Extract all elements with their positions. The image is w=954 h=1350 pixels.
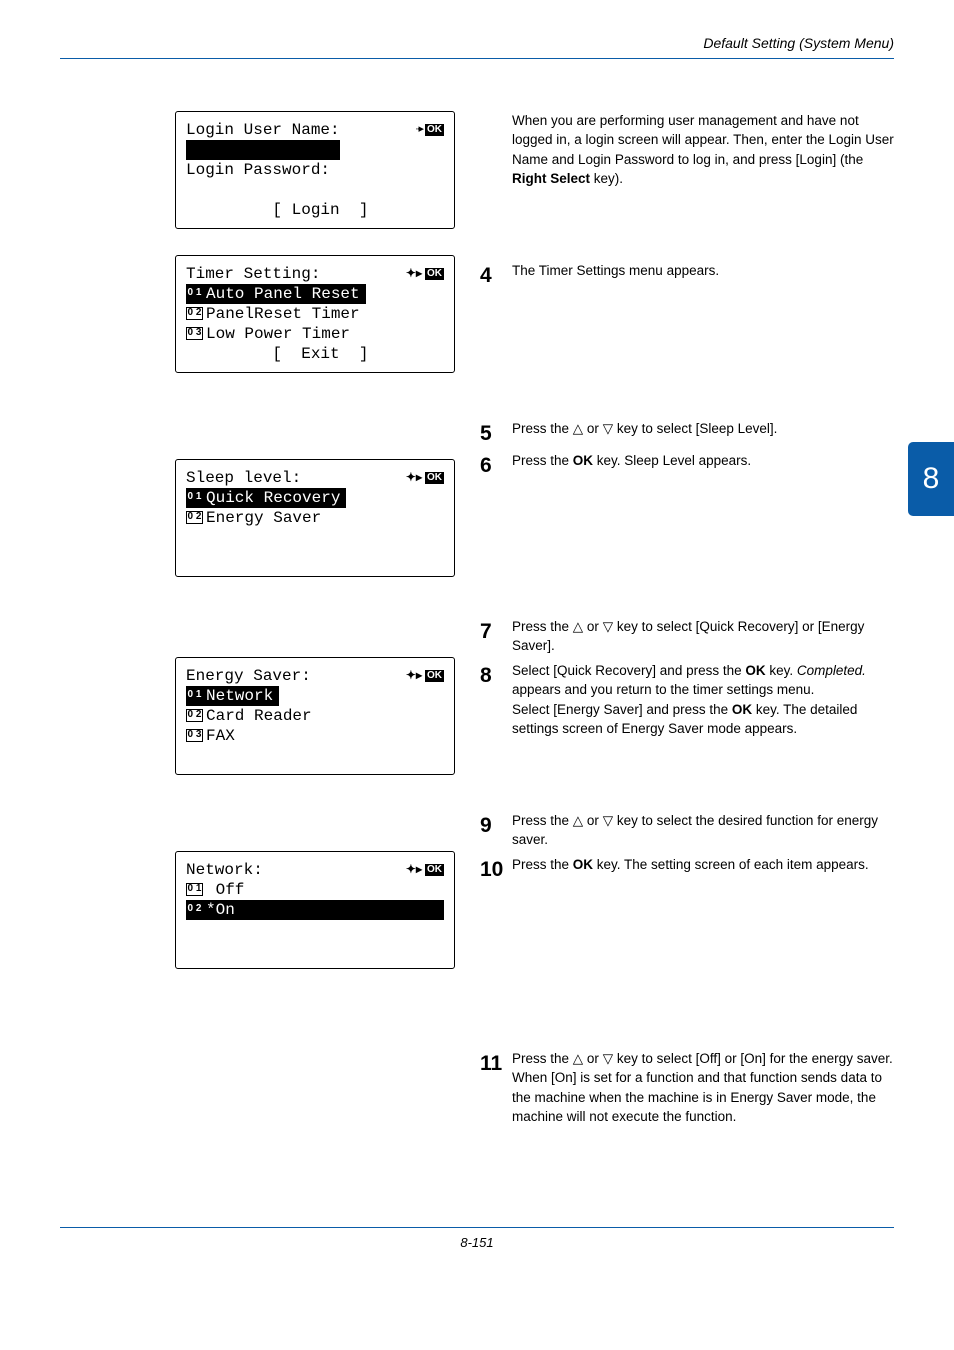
- instruction-block: 8Select [Quick Recovery] and press the O…: [480, 661, 900, 749]
- lcd-menu-item: 0 3FAX: [186, 726, 444, 746]
- lcd-network: Network: ✦▸ OK 0 1 Off0 2*On: [175, 851, 455, 969]
- chapter-number: 8: [923, 458, 940, 500]
- lcd-menu-item: 0 1Network: [186, 686, 444, 706]
- lcd-menu-item: 0 1Auto Panel Reset: [186, 284, 444, 304]
- nav-arrows-icon: ✦▸: [406, 668, 422, 683]
- lcd-energy: Energy Saver: ✦▸ OK 0 1Network0 2Card Re…: [175, 657, 455, 775]
- page-footer: 8-151: [60, 1227, 894, 1252]
- step-number: 4: [480, 261, 512, 290]
- lcd-menu-item: 0 2PanelReset Timer: [186, 304, 444, 324]
- instruction-block: 6Press the OK key. Sleep Level appears.: [480, 451, 900, 490]
- item-label: PanelReset Timer: [206, 304, 360, 324]
- item-label: Energy Saver: [206, 508, 321, 528]
- step-text: Press the △ or ▽ key to select [Off] or …: [512, 1049, 900, 1127]
- step-text: Press the △ or ▽ key to select [Quick Re…: [512, 617, 900, 656]
- item-number-icon: 0 2: [186, 709, 203, 722]
- item-label: Low Power Timer: [206, 324, 350, 344]
- lcd-energy-title: Energy Saver:: [186, 666, 311, 686]
- instruction-block: 7Press the △ or ▽ key to select [Quick R…: [480, 617, 900, 666]
- item-number-icon: 0 3: [186, 327, 203, 340]
- lcd-timer-title: Timer Setting:: [186, 264, 320, 284]
- item-number-icon: 0 2: [186, 903, 203, 916]
- item-number-icon: 0 1: [186, 689, 203, 702]
- item-number-icon: 0 1: [186, 491, 203, 504]
- step-number: 6: [480, 451, 512, 480]
- step-text: Press the △ or ▽ key to select the desir…: [512, 811, 900, 850]
- item-label: Network: [206, 686, 273, 706]
- step-number: 7: [480, 617, 512, 656]
- instruction-block: 11Press the △ or ▽ key to select [Off] o…: [480, 1049, 900, 1137]
- page-number: 8-151: [460, 1235, 493, 1250]
- lcd-login: Login User Name: ··▸ OK Login Password: …: [175, 111, 455, 229]
- item-number-icon: 0 2: [186, 307, 203, 320]
- cursor-icon: ··▸: [415, 123, 422, 137]
- lcd-login-pw: Login Password:: [186, 160, 330, 180]
- ok-icon: OK: [425, 268, 444, 280]
- header-title: Default Setting (System Menu): [60, 34, 894, 54]
- nav-arrows-icon: ✦▸: [406, 266, 422, 281]
- instruction-block: 10Press the OK key. The setting screen o…: [480, 855, 900, 894]
- lcd-login-title: Login User Name:: [186, 120, 340, 140]
- instruction-block: 9Press the △ or ▽ key to select the desi…: [480, 811, 900, 860]
- lcd-menu-item: 0 1 Off: [186, 880, 444, 900]
- step-text: Press the OK key. The setting screen of …: [512, 855, 900, 884]
- step-number: 11: [480, 1049, 512, 1127]
- item-number-icon: 0 1: [186, 287, 203, 300]
- step-text: When you are performing user management …: [512, 111, 900, 189]
- lcd-network-title: Network:: [186, 860, 263, 880]
- lcd-menu-item: 0 2Card Reader: [186, 706, 444, 726]
- item-number-icon: 0 2: [186, 511, 203, 524]
- item-number-icon: 0 3: [186, 729, 203, 742]
- item-label: Card Reader: [206, 706, 312, 726]
- lcd-login-foot: [ Login ]: [186, 200, 368, 220]
- step-text: Select [Quick Recovery] and press the OK…: [512, 661, 900, 739]
- lcd-sleep-title: Sleep level:: [186, 468, 301, 488]
- item-label: Auto Panel Reset: [206, 284, 360, 304]
- item-label: Off: [206, 880, 244, 900]
- lcd-menu-item: 0 2*On: [186, 900, 444, 920]
- lcd-timer-foot: [ Exit ]: [186, 344, 368, 364]
- lcd-menu-item: 0 1Quick Recovery: [186, 488, 444, 508]
- lcd-sleep: Sleep level: ✦▸ OK 0 1Quick Recovery0 2E…: [175, 459, 455, 577]
- item-number-icon: 0 1: [186, 883, 203, 896]
- step-number: 5: [480, 419, 512, 448]
- item-label: *On: [206, 900, 235, 920]
- ok-icon: OK: [425, 670, 444, 682]
- nav-arrows-icon: ✦▸: [406, 862, 422, 877]
- lcd-menu-item: 0 3Low Power Timer: [186, 324, 444, 344]
- item-label: FAX: [206, 726, 235, 746]
- instruction-block: 4The Timer Settings menu appears.: [480, 261, 900, 300]
- step-text: Press the △ or ▽ key to select [Sleep Le…: [512, 419, 900, 448]
- login-input-bar: [186, 140, 340, 160]
- ok-icon: OK: [425, 864, 444, 876]
- step-text: The Timer Settings menu appears.: [512, 261, 900, 290]
- page-header: Default Setting (System Menu): [60, 34, 894, 59]
- content-area: Login User Name: ··▸ OK Login Password: …: [60, 87, 894, 1187]
- ok-icon: OK: [425, 124, 444, 136]
- step-number: 8: [480, 661, 512, 739]
- item-label: Quick Recovery: [206, 488, 340, 508]
- instruction-block: When you are performing user management …: [480, 111, 900, 199]
- lcd-timer: Timer Setting: ✦▸ OK 0 1Auto Panel Reset…: [175, 255, 455, 373]
- step-text: Press the OK key. Sleep Level appears.: [512, 451, 900, 480]
- ok-icon: OK: [425, 472, 444, 484]
- nav-arrows-icon: ✦▸: [406, 470, 422, 485]
- step-number: 10: [480, 855, 512, 884]
- lcd-menu-item: 0 2Energy Saver: [186, 508, 444, 528]
- chapter-tab: 8: [908, 442, 954, 516]
- step-number: 9: [480, 811, 512, 850]
